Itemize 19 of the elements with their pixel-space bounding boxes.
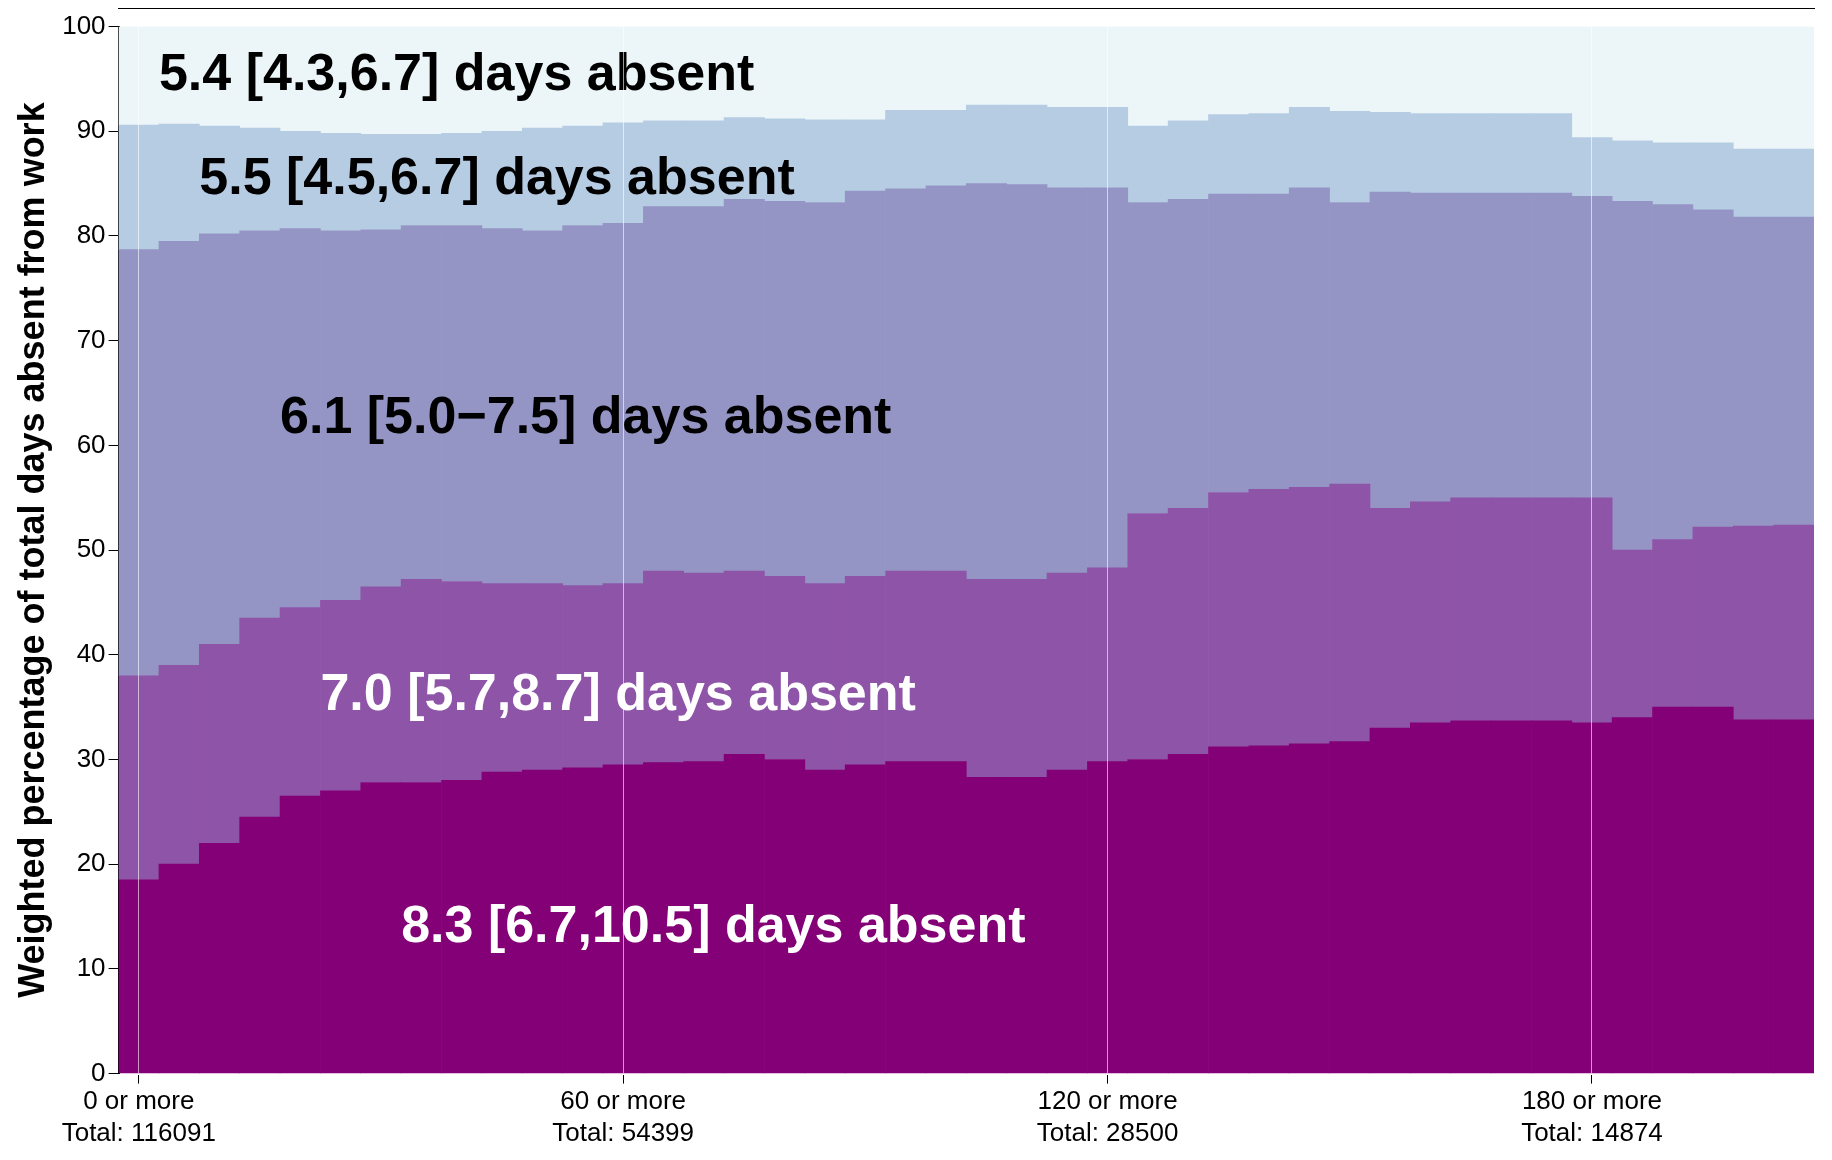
series-label: 5.4 [4.3,6.7] days absent bbox=[158, 42, 755, 101]
y-tick-label: 60 bbox=[76, 428, 106, 459]
y-tick-label: 70 bbox=[76, 323, 106, 354]
y-axis-title: Weighted percentage of total days absent from work bbox=[10, 101, 52, 998]
y-tick-label: 40 bbox=[76, 637, 106, 668]
y-tick-label: 90 bbox=[76, 114, 106, 145]
x-tick-label: 60 or more Total: 54399 bbox=[552, 1085, 695, 1147]
y-tick-label: 30 bbox=[76, 742, 106, 773]
y-tick-label: 100 bbox=[62, 9, 106, 40]
x-tick-label: 180 or more Total: 14874 bbox=[1521, 1085, 1663, 1147]
y-tick-label: 50 bbox=[76, 533, 106, 564]
y-tick-label: 20 bbox=[76, 847, 106, 878]
series-label: 6.1 [5.0−7.5] days absent bbox=[280, 385, 892, 444]
x-tick-label: 120 or more Total: 28500 bbox=[1036, 1085, 1179, 1147]
y-tick-label: 10 bbox=[76, 952, 106, 983]
series-label: 5.5 [4.5,6.7] days absent bbox=[199, 147, 795, 206]
y-tick-label: 80 bbox=[76, 219, 106, 250]
x-tick-label: 0 or more Total: 116091 bbox=[61, 1085, 216, 1147]
y-tick-label: 0 bbox=[91, 1056, 106, 1087]
